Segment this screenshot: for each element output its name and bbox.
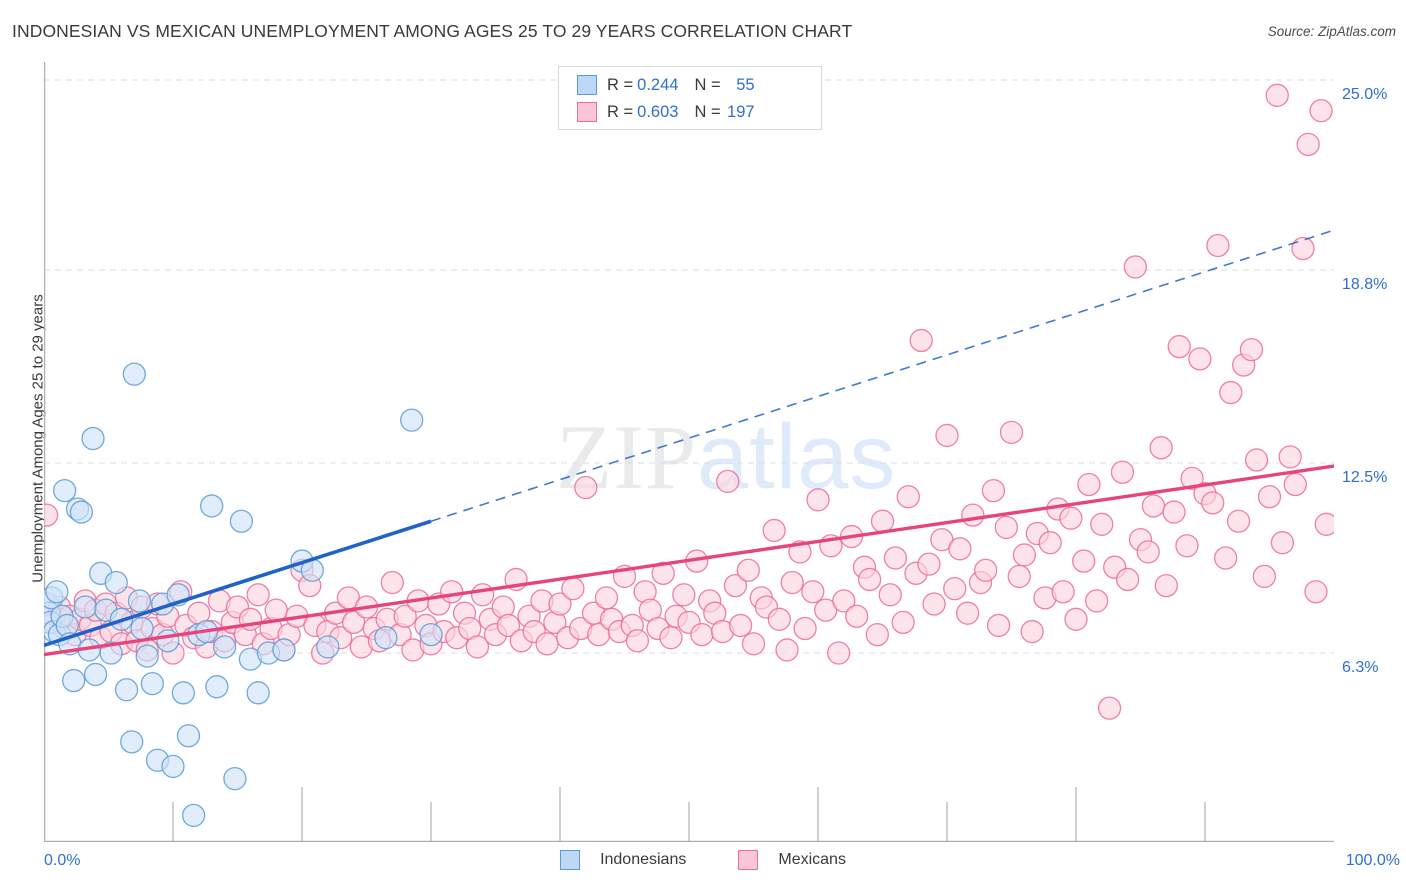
plot-area bbox=[44, 62, 1334, 842]
legend-label-indonesians: Indonesians bbox=[600, 851, 687, 868]
y-tick-label: 6.3% bbox=[1342, 659, 1379, 676]
source-label: Source: ZipAtlas.com bbox=[1267, 24, 1396, 39]
page-title: INDONESIAN VS MEXICAN UNEMPLOYMENT AMONG… bbox=[12, 21, 853, 41]
legend-row-indonesians: R = 0.244 N = 55 bbox=[577, 72, 755, 98]
legend-row-mexicans: R = 0.603 N = 197 bbox=[577, 99, 755, 125]
legend-n-label-indonesians: N = bbox=[694, 75, 721, 94]
scatter-plot-svg bbox=[44, 62, 1334, 842]
legend-swatch-mexicans-bottom bbox=[738, 850, 759, 870]
correlation-legend: R = 0.244 N = 55 R = 0.603 N = 197 bbox=[558, 66, 822, 130]
x-tick-marks bbox=[172, 787, 1206, 841]
trend-line-mexicans bbox=[44, 464, 1334, 657]
legend-swatch-indonesians bbox=[577, 75, 597, 95]
y-tick-label: 18.8% bbox=[1342, 275, 1388, 293]
trend-line-indonesians bbox=[44, 229, 1334, 648]
legend-swatch-mexicans bbox=[577, 102, 597, 122]
legend-n-label-mexicans: N = bbox=[694, 102, 721, 121]
legend-swatch-indonesians-bottom bbox=[560, 850, 581, 870]
x-tick-label-min: 0.0% bbox=[44, 852, 81, 869]
legend-r-value-mexicans: 0.603 bbox=[637, 102, 679, 121]
legend-item-mexicans[interactable]: Mexicans bbox=[738, 850, 846, 870]
y-tick-label: 12.5% bbox=[1342, 469, 1388, 487]
legend-r-value-indonesians: 0.244 bbox=[637, 75, 679, 94]
data-points-mexicans bbox=[44, 83, 1334, 720]
legend-n-value-indonesians: 55 bbox=[736, 75, 755, 94]
legend-n-value-mexicans: 197 bbox=[727, 102, 755, 121]
series-legend: Indonesians Mexicans bbox=[0, 850, 1406, 870]
y-tick-label: 25.0% bbox=[1342, 86, 1388, 103]
legend-r-label-mexicans: R = bbox=[607, 102, 634, 121]
legend-r-label-indonesians: R = bbox=[607, 75, 634, 94]
legend-label-mexicans: Mexicans bbox=[778, 851, 846, 868]
legend-item-indonesians[interactable]: Indonesians bbox=[560, 850, 686, 870]
axis-lines bbox=[44, 62, 1334, 842]
x-tick-label-max: 100.0% bbox=[1345, 852, 1400, 869]
